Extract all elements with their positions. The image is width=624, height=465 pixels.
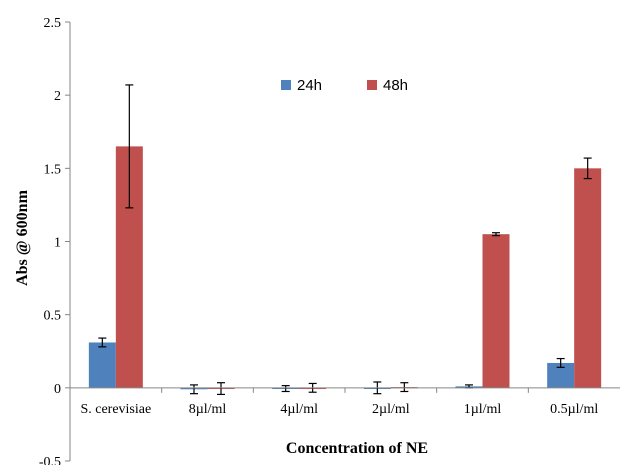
x-axis-ticks: S. cerevisiae 8µl/ml 4µl/ml 2µl/ml 1µl/ml 0.5… (80, 387, 598, 417)
y-tick-label: 1 (54, 236, 61, 251)
y-tick-label: 1.5 (44, 162, 62, 177)
x-tick-label: S. cerevisiae (80, 402, 151, 417)
legend-swatch-24h (281, 80, 291, 90)
error-bars (98, 84, 592, 396)
x-tick-label: 4µl/ml (280, 402, 318, 417)
y-axis-ticks: -0.5 0 0.5 1 1.5 2 2.5 (39, 16, 70, 465)
bars (88, 146, 602, 390)
legend-label-24h: 24h (297, 77, 322, 94)
y-tick-label: 0.5 (44, 309, 62, 324)
bar-48h (482, 234, 510, 388)
bar-48h (574, 168, 602, 388)
x-tick-label: 1µl/ml (464, 402, 502, 417)
legend-swatch-48h (367, 80, 377, 90)
x-axis-title: Concentration of NE (286, 440, 428, 457)
x-tick-label: 2µl/ml (372, 402, 410, 417)
y-tick-label: -0.5 (39, 455, 61, 465)
y-axis-title: Abs @ 600nm (14, 189, 31, 285)
x-tick-label: 8µl/ml (189, 402, 227, 417)
legend: 24h 48h (281, 77, 408, 94)
y-tick-label: 2 (54, 89, 61, 104)
bar-24h (88, 342, 116, 388)
y-tick-label: 0 (54, 382, 61, 397)
y-tick-label: 2.5 (44, 16, 62, 31)
x-tick-label: 0.5µl/ml (550, 402, 598, 417)
legend-label-48h: 48h (383, 77, 408, 94)
